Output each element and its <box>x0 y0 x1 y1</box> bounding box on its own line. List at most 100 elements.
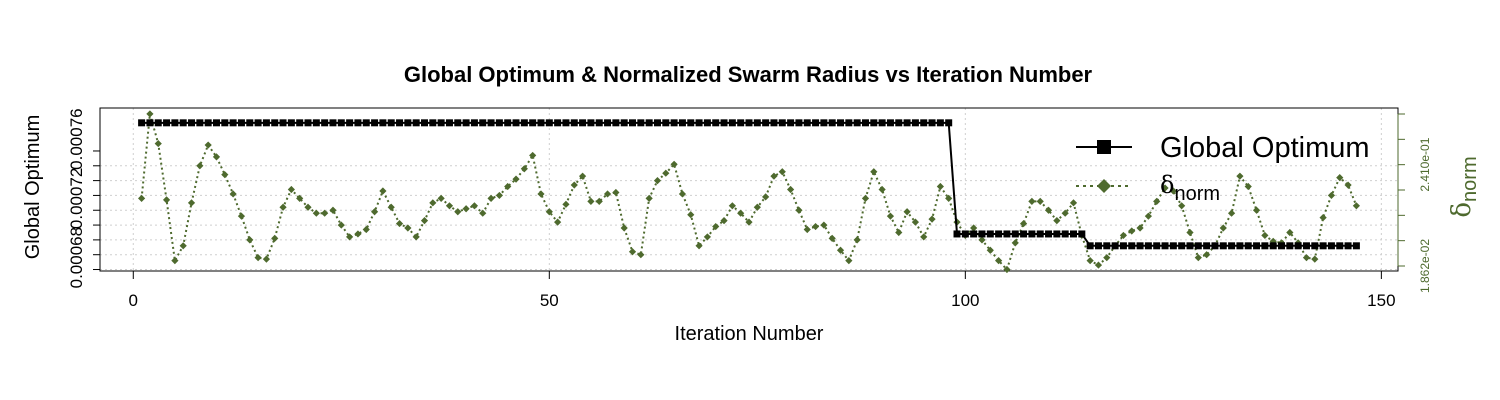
delta-point-57 <box>603 190 612 198</box>
delta-point-13 <box>237 212 246 220</box>
optimum-point-142 <box>1311 242 1319 250</box>
optimum-point-17 <box>271 119 279 127</box>
optimum-point-72 <box>728 119 736 127</box>
optimum-point-131 <box>1219 242 1227 250</box>
delta-point-34 <box>412 233 420 241</box>
optimum-point-52 <box>562 119 570 127</box>
delta-point-83 <box>820 221 828 229</box>
delta-point-46 <box>512 175 520 183</box>
delta-point-105 <box>1003 265 1011 274</box>
optimum-point-128 <box>1194 242 1202 250</box>
delta-point-136 <box>1261 231 1269 240</box>
optimum-point-7 <box>188 119 196 127</box>
delta-point-134 <box>1244 182 1252 191</box>
delta-point-96 <box>928 215 936 223</box>
legend-marker-optimum <box>1097 140 1111 154</box>
optimum-point-137 <box>1269 242 1277 250</box>
delta-point-51 <box>554 218 562 226</box>
delta-point-126 <box>1178 202 1186 210</box>
optimum-point-61 <box>637 119 645 127</box>
delta-point-25 <box>337 221 345 229</box>
optimum-point-19 <box>287 119 295 127</box>
optimum-point-147 <box>1352 242 1360 250</box>
optimum-point-78 <box>778 119 786 127</box>
x-tick-label-1: 50 <box>540 291 559 310</box>
delta-point-33 <box>404 224 412 232</box>
optimum-point-104 <box>995 230 1003 238</box>
optimum-point-41 <box>470 119 478 127</box>
chart-title: Global Optimum & Normalized Swarm Radius… <box>404 62 1093 87</box>
optimum-point-63 <box>653 119 661 127</box>
delta-point-120 <box>1128 227 1136 235</box>
delta-point-55 <box>587 197 595 205</box>
delta-point-111 <box>1053 217 1061 225</box>
delta-point-59 <box>620 224 628 232</box>
delta-point-45 <box>504 182 512 191</box>
optimum-point-49 <box>537 119 545 127</box>
delta-point-81 <box>803 225 811 234</box>
optimum-point-126 <box>1178 242 1186 250</box>
optimum-point-101 <box>970 230 978 238</box>
optimum-point-21 <box>304 119 312 127</box>
delta-point-124 <box>1161 184 1169 192</box>
optimum-point-119 <box>1119 242 1127 250</box>
optimum-point-95 <box>920 119 928 127</box>
optimum-point-88 <box>861 119 869 127</box>
delta-point-37 <box>437 194 445 202</box>
optimum-point-27 <box>354 119 362 127</box>
optimum-point-12 <box>229 119 237 127</box>
optimum-point-8 <box>196 119 204 127</box>
optimum-point-10 <box>212 119 220 127</box>
y-tick-label-2: 0.00076 <box>67 108 86 169</box>
delta-point-36 <box>429 199 437 207</box>
delta-point-32 <box>395 219 404 228</box>
delta-point-95 <box>920 233 928 241</box>
optimum-point-134 <box>1244 242 1252 250</box>
delta-point-64 <box>662 169 670 177</box>
delta-point-92 <box>895 228 903 237</box>
optimum-point-135 <box>1253 242 1261 250</box>
optimum-point-58 <box>612 119 620 127</box>
optimum-point-97 <box>936 119 944 127</box>
delta-point-119 <box>1119 231 1128 240</box>
delta-point-2 <box>146 110 154 118</box>
delta-point-20 <box>296 194 304 202</box>
optimum-point-30 <box>379 119 387 127</box>
optimum-point-99 <box>953 230 961 238</box>
legend-marker-delta <box>1097 179 1111 193</box>
delta-point-41 <box>470 202 479 210</box>
delta-point-76 <box>762 193 770 201</box>
delta-point-113 <box>1069 199 1078 207</box>
delta-point-142 <box>1311 255 1319 263</box>
delta-point-139 <box>1286 228 1294 237</box>
optimum-point-74 <box>745 119 753 127</box>
optimum-point-28 <box>362 119 370 127</box>
delta-point-116 <box>1094 261 1103 269</box>
optimum-point-136 <box>1261 242 1269 250</box>
optimum-point-73 <box>737 119 745 127</box>
delta-point-56 <box>595 197 603 205</box>
delta-point-17 <box>271 234 279 242</box>
optimum-point-110 <box>1045 230 1053 238</box>
delta-point-78 <box>778 168 786 176</box>
y-tick-label-0: 0.00068 <box>67 227 86 288</box>
delta-point-44 <box>495 191 503 200</box>
delta-point-66 <box>678 190 687 198</box>
x-tick-label-2: 100 <box>951 291 979 310</box>
optimum-point-116 <box>1094 242 1102 250</box>
optimum-point-60 <box>629 119 637 127</box>
delta-point-7 <box>187 199 196 207</box>
optimum-point-129 <box>1203 242 1211 250</box>
optimum-point-102 <box>978 230 986 238</box>
optimum-point-69 <box>703 119 711 127</box>
legend-label-delta-sub: norm <box>1174 183 1220 205</box>
delta-point-127 <box>1186 228 1194 237</box>
delta-point-102 <box>978 236 986 244</box>
optimum-point-144 <box>1327 242 1335 250</box>
optimum-point-15 <box>254 119 262 127</box>
delta-point-61 <box>637 251 645 259</box>
delta-point-24 <box>329 206 337 214</box>
optimum-point-105 <box>1003 230 1011 238</box>
optimum-point-130 <box>1211 242 1219 250</box>
optimum-point-75 <box>753 119 761 127</box>
